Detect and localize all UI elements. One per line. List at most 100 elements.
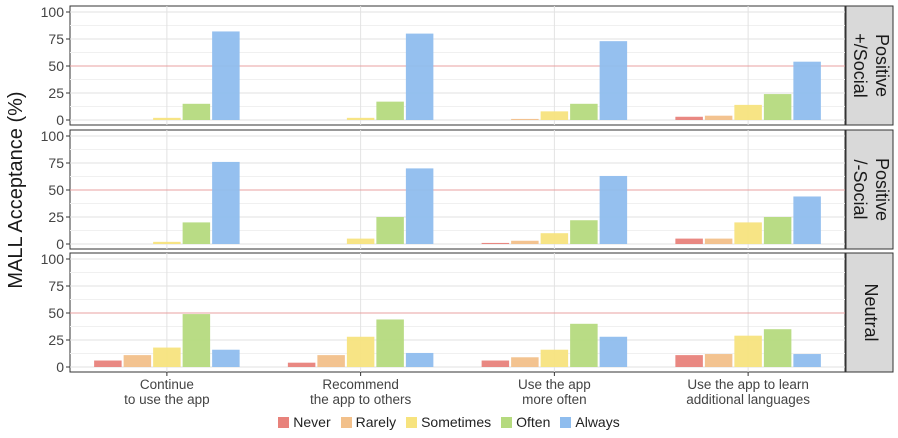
facet-strip — [845, 5, 894, 126]
x-tick-label: Continue — [140, 377, 194, 392]
legend-item-always: Always — [560, 414, 620, 430]
bar-always — [793, 196, 821, 244]
bar-rarely — [704, 354, 733, 367]
y-tick-label: 25 — [48, 209, 64, 225]
bar-often — [570, 220, 598, 244]
facet-label: /-Social — [850, 159, 870, 219]
bar-sometimes — [153, 347, 181, 367]
bar-sometimes — [540, 233, 569, 244]
bar-rarely — [317, 355, 345, 367]
bar-always — [405, 168, 434, 244]
y-tick-label: 0 — [56, 359, 64, 375]
bar-never — [675, 116, 703, 120]
legend-label: Never — [293, 414, 331, 430]
facet-label: +/Social — [850, 33, 870, 98]
chart-legend: Never Rarely Sometimes Often Always — [0, 414, 898, 430]
legend-label: Sometimes — [421, 414, 492, 430]
bar-often — [182, 222, 211, 244]
bar-never — [481, 360, 510, 367]
bar-always — [599, 336, 628, 367]
bar-sometimes — [346, 238, 375, 244]
y-tick-label: 75 — [48, 31, 64, 47]
bar-often — [570, 103, 598, 120]
bar-often — [376, 319, 404, 367]
y-tick-label: 0 — [56, 236, 64, 252]
bar-often — [763, 94, 792, 120]
x-tick-label: additional languages — [686, 392, 810, 407]
legend-item-rarely: Rarely — [340, 414, 397, 430]
y-tick-label: 50 — [48, 58, 64, 74]
facet-strip — [845, 129, 894, 250]
y-tick-label: 100 — [41, 128, 65, 144]
legend-item-often: Often — [501, 414, 550, 430]
bar-sometimes — [153, 241, 181, 244]
facet-strip — [845, 252, 894, 373]
y-tick-label: 50 — [48, 305, 64, 321]
legend-item-sometimes: Sometimes — [406, 414, 491, 430]
y-axis-title: MALL Acceptance (%) — [5, 91, 27, 288]
x-tick-label: to use the app — [124, 392, 210, 407]
legend-label: Often — [516, 414, 551, 430]
bar-always — [405, 352, 434, 367]
facet-label: Positive — [872, 158, 892, 221]
facet-label: Positive — [872, 34, 892, 97]
y-tick-label: 100 — [41, 251, 65, 267]
legend-swatch — [278, 416, 290, 428]
bar-never — [675, 238, 703, 244]
bar-often — [763, 329, 792, 367]
bar-sometimes — [734, 104, 762, 120]
bar-rarely — [511, 118, 539, 120]
y-tick-label: 0 — [56, 112, 64, 128]
legend-swatch — [340, 416, 352, 428]
y-tick-label: 75 — [48, 278, 64, 294]
bar-often — [182, 314, 211, 367]
bar-often — [376, 217, 404, 244]
bar-always — [212, 31, 240, 120]
bar-sometimes — [346, 117, 375, 120]
y-tick-label: 75 — [48, 155, 64, 171]
y-tick-label: 25 — [48, 85, 64, 101]
bar-rarely — [704, 238, 733, 244]
bar-rarely — [511, 357, 539, 367]
bar-always — [212, 161, 240, 244]
legend-label: Rarely — [355, 414, 397, 430]
bar-rarely — [123, 355, 152, 367]
bar-always — [793, 61, 821, 120]
bar-often — [182, 103, 211, 120]
bar-sometimes — [153, 117, 181, 120]
bar-sometimes — [540, 349, 569, 367]
bar-sometimes — [734, 335, 762, 367]
x-tick-label: the app to others — [310, 392, 412, 407]
bar-often — [763, 217, 792, 244]
facet-label: Neutral — [861, 283, 881, 341]
bar-rarely — [704, 115, 733, 120]
x-tick-label: Recommend — [322, 377, 399, 392]
bar-sometimes — [540, 111, 569, 120]
bar-sometimes — [346, 336, 375, 367]
bar-often — [376, 101, 404, 120]
bar-never — [287, 362, 316, 367]
legend-swatch — [501, 416, 513, 428]
bar-never — [675, 355, 703, 367]
bar-rarely — [511, 240, 539, 244]
x-tick-label: Use the app to learn — [687, 377, 809, 392]
bar-sometimes — [734, 222, 762, 244]
bar-always — [212, 349, 240, 367]
bar-often — [570, 323, 598, 367]
bar-never — [481, 242, 510, 244]
legend-swatch — [406, 416, 418, 428]
legend-swatch — [560, 416, 572, 428]
y-tick-label: 100 — [41, 4, 65, 20]
x-tick-label: Use the app — [518, 377, 591, 392]
bar-never — [94, 360, 122, 367]
bar-always — [405, 33, 434, 120]
bar-always — [793, 354, 821, 367]
y-tick-label: 25 — [48, 332, 64, 348]
legend-item-never: Never — [278, 414, 331, 430]
y-tick-label: 50 — [48, 182, 64, 198]
bar-always — [599, 41, 628, 120]
bar-always — [599, 175, 628, 244]
legend-label: Always — [575, 414, 620, 430]
x-tick-label: more often — [522, 392, 587, 407]
